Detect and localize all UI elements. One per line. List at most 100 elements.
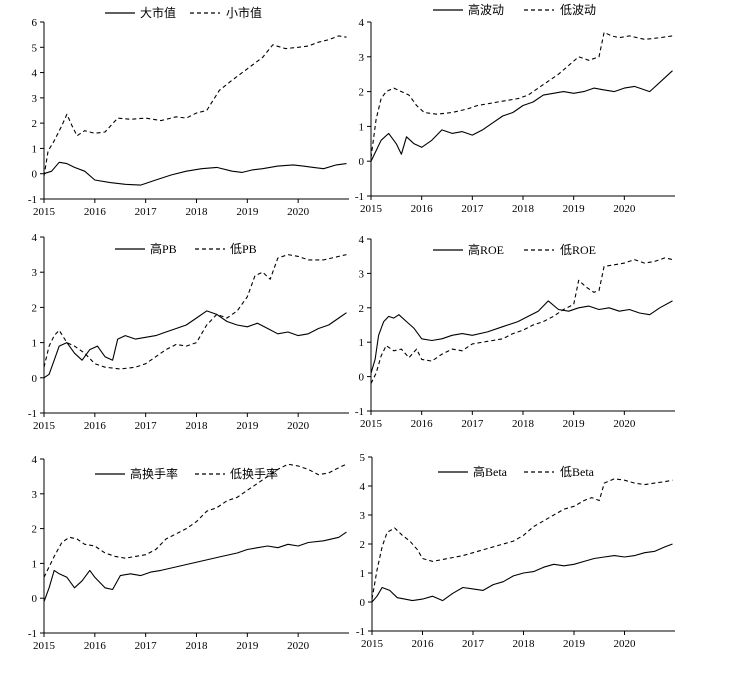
- x-tick-label: 2016: [84, 206, 107, 218]
- x-tick-label: 2018: [513, 638, 536, 650]
- x-tick-label: 2020: [287, 206, 310, 218]
- y-tick-label: 4: [32, 232, 38, 244]
- y-tick-label: 2: [32, 524, 38, 536]
- x-tick-label: 2019: [563, 203, 586, 215]
- y-tick-label: 3: [32, 93, 38, 105]
- legend-label: 低Beta: [560, 465, 595, 479]
- x-tick-label: 2016: [84, 420, 107, 432]
- x-tick-label: 2015: [360, 203, 383, 215]
- y-tick-label: 0: [359, 372, 365, 384]
- chart-panel-volatility: -1 0 1 2 3 4 2015 2016 2017 2018 2019 2020 高波动 低波动: [355, 2, 675, 215]
- x-tick-label: 2019: [563, 418, 586, 430]
- legend-label: 大市值: [140, 5, 176, 20]
- x-tick-label: 2017: [462, 638, 485, 650]
- x-tick-label: 2017: [461, 418, 484, 430]
- x-tick-label: 2017: [461, 203, 484, 215]
- legend-label: 低ROE: [560, 243, 596, 257]
- y-tick-label: -1: [356, 626, 365, 638]
- x-tick-label: 2018: [186, 640, 209, 652]
- series-line-solid: [43, 531, 347, 602]
- series-line-solid: [370, 70, 673, 162]
- series-line-dashed: [43, 254, 347, 370]
- y-tick-label: 0: [32, 373, 38, 385]
- y-tick-label: 5: [360, 452, 366, 464]
- legend-label: 低PB: [230, 242, 257, 256]
- x-tick-label: 2015: [33, 640, 56, 652]
- x-tick-label: 2016: [412, 638, 435, 650]
- series-line-dashed: [371, 478, 673, 600]
- chart-panel-roe: -1 0 1 2 3 4 2015 2016 2017 2018 2019 2020 高ROE 低ROE: [355, 234, 675, 430]
- y-tick-label: 3: [32, 267, 38, 279]
- legend-label: 高波动: [468, 2, 504, 17]
- x-tick-label: 2015: [33, 206, 56, 218]
- legend-label: 高Beta: [473, 464, 508, 479]
- x-tick-label: 2018: [512, 203, 535, 215]
- x-tick-label: 2020: [614, 638, 637, 650]
- legend-label: 高PB: [150, 241, 177, 256]
- x-tick-label: 2018: [186, 206, 209, 218]
- series-line-solid: [371, 543, 673, 603]
- series-line-solid: [43, 310, 347, 379]
- y-tick-label: 3: [359, 52, 365, 64]
- y-tick-label: 4: [360, 481, 366, 493]
- series-line-dashed: [370, 257, 673, 384]
- x-tick-label: 2017: [135, 206, 158, 218]
- x-tick-label: 2016: [84, 640, 107, 652]
- x-tick-label: 2017: [135, 420, 158, 432]
- y-tick-label: 2: [360, 539, 366, 551]
- y-tick-label: 0: [359, 156, 365, 168]
- legend-label: 高ROE: [468, 242, 504, 257]
- y-tick-label: 2: [359, 87, 365, 99]
- y-tick-label: -1: [28, 628, 37, 640]
- y-tick-label: 4: [32, 68, 38, 80]
- x-tick-label: 2020: [287, 640, 310, 652]
- y-tick-label: 1: [359, 121, 365, 133]
- y-tick-label: 1: [360, 568, 366, 580]
- y-tick-label: 4: [359, 234, 365, 246]
- chart-panel-turnover: -1 0 1 2 3 4 2015 2016 2017 2018 2019 2020 高换手率 低换手率: [28, 454, 349, 652]
- series-line-dashed: [43, 35, 347, 177]
- chart-panel-size: -1 0 1 2 3 4 5 6 2015 2016 2017 2018 2019 2020 大市值 小市值: [28, 5, 349, 218]
- x-tick-label: 2018: [512, 418, 535, 430]
- y-tick-label: 0: [360, 597, 366, 609]
- y-tick-label: -1: [355, 406, 364, 418]
- y-tick-label: 5: [32, 42, 38, 54]
- x-tick-label: 2019: [563, 638, 586, 650]
- y-tick-label: -1: [28, 408, 37, 420]
- chart-panel-beta: -1 0 1 2 3 4 5 2015 2016 2017 2018 2019 2020 高Beta 低Be…: [356, 452, 675, 650]
- legend-label: 高换手率: [130, 466, 178, 481]
- x-tick-label: 2015: [360, 418, 383, 430]
- y-tick-label: 1: [359, 337, 365, 349]
- x-tick-label: 2015: [361, 638, 384, 650]
- x-tick-label: 2018: [186, 420, 209, 432]
- y-tick-label: 3: [359, 268, 365, 280]
- y-tick-label: -1: [355, 191, 364, 203]
- series-line-dashed: [43, 463, 347, 578]
- y-tick-label: 4: [359, 17, 365, 29]
- y-tick-label: 2: [359, 303, 365, 315]
- y-tick-label: 3: [360, 510, 366, 522]
- y-tick-label: 1: [32, 338, 38, 350]
- x-tick-label: 2019: [236, 420, 259, 432]
- x-tick-label: 2016: [411, 203, 434, 215]
- y-tick-label: 6: [32, 17, 38, 29]
- x-tick-label: 2020: [287, 420, 310, 432]
- y-tick-label: 0: [32, 593, 38, 605]
- y-tick-label: 2: [32, 118, 38, 130]
- x-tick-label: 2015: [33, 420, 56, 432]
- series-line-solid: [43, 161, 347, 186]
- series-line-solid: [370, 300, 673, 374]
- series-line-dashed: [370, 31, 673, 158]
- chart-panel-pb: -1 0 1 2 3 4 2015 2016 2017 2018 2019 2020 高PB 低PB: [28, 232, 349, 432]
- y-tick-label: 1: [32, 143, 38, 155]
- y-tick-label: 3: [32, 489, 38, 501]
- x-tick-label: 2019: [236, 640, 259, 652]
- x-tick-label: 2017: [135, 640, 158, 652]
- y-tick-label: -1: [28, 194, 37, 206]
- x-tick-label: 2020: [613, 418, 636, 430]
- y-tick-label: 2: [32, 302, 38, 314]
- legend-label: 小市值: [226, 5, 262, 20]
- legend-label: 低换手率: [230, 466, 278, 481]
- x-tick-label: 2016: [411, 418, 434, 430]
